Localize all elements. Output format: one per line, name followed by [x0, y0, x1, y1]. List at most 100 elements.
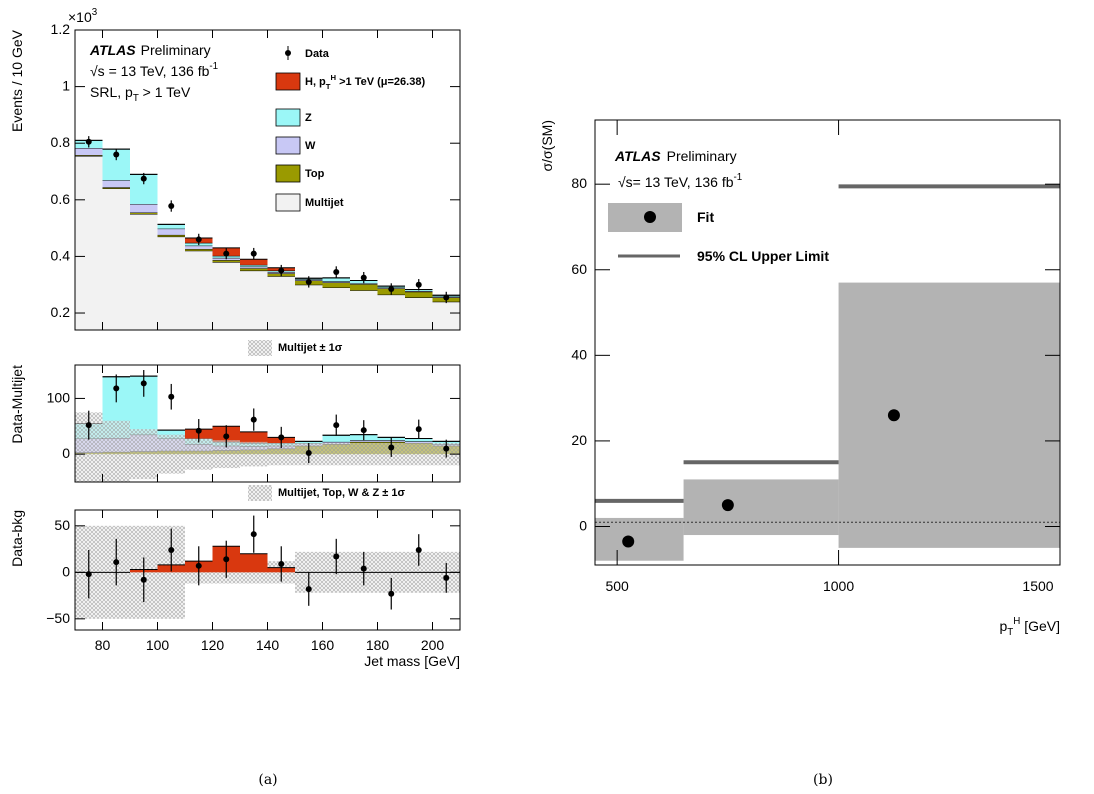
uncertainty-band: [240, 441, 268, 467]
stack-segment: [240, 268, 268, 271]
uncertainty-band: [322, 443, 350, 466]
data-point: [305, 450, 312, 457]
plot-area: [75, 136, 460, 330]
data-point: [250, 250, 257, 257]
x-axis-label: pTH [GeV]: [999, 616, 1060, 638]
data-point: [195, 427, 202, 434]
data-point: [250, 531, 257, 538]
plot-area: [595, 184, 1060, 561]
data-point: [85, 571, 92, 578]
data-point: [168, 393, 175, 400]
data-point: [388, 444, 395, 451]
stack-segment: [75, 155, 103, 330]
data-point: [278, 560, 285, 567]
stack-segment: [322, 281, 350, 283]
uncertainty-band: [157, 434, 185, 474]
x-tick-label: 160: [311, 637, 335, 653]
x-tick-label: 80: [95, 637, 111, 653]
data-point: [195, 236, 202, 243]
y-tick-label: 0.8: [51, 134, 71, 150]
stack-segment: [350, 284, 378, 291]
legend-marker: [644, 211, 656, 223]
stack-segment: [350, 290, 378, 330]
y-tick-label: 100: [47, 389, 71, 405]
legend-label: W: [305, 140, 316, 152]
caption: (a): [258, 772, 277, 788]
stack-segment: [212, 260, 240, 263]
legend-label: Z: [305, 112, 312, 124]
stack-segment: [240, 264, 268, 267]
data-point: [168, 547, 175, 553]
data-point: [360, 427, 367, 434]
plot-frame: [594, 119, 1061, 566]
stack-segment: [377, 294, 405, 330]
legend-label: Multijet: [305, 197, 344, 209]
y-tick-label: 0: [62, 563, 70, 579]
data-point: [443, 294, 450, 301]
stack-segment: [322, 277, 350, 282]
y-tick-label: 60: [571, 260, 587, 276]
legend-swatch: [248, 340, 272, 356]
stack-segment: [185, 250, 213, 330]
legend-label: Fit: [697, 209, 714, 225]
plot-area: [75, 515, 460, 619]
y-tick-label: 80: [571, 175, 587, 191]
stack-segment: [295, 284, 323, 330]
x-tick-label: 1500: [1022, 578, 1053, 594]
stack-segment: [75, 148, 103, 156]
energy-label: √s = 13 TeV, 136 fb-1: [90, 61, 218, 79]
fit-band: [683, 479, 839, 536]
data-point: [278, 434, 285, 441]
stack-segment: [405, 438, 433, 442]
legend-marker: [285, 50, 291, 56]
data-point: [85, 138, 92, 145]
legend-label: Top: [305, 168, 325, 180]
data-point: [333, 268, 340, 275]
data-point: [168, 203, 175, 210]
uncertainty-band: [185, 438, 213, 470]
uncertainty-band: [350, 443, 378, 466]
stack-segment: [240, 270, 268, 330]
y-axis-label: Data-Multijet: [9, 365, 25, 444]
legend-swatch: [275, 108, 301, 127]
plot-area: [75, 370, 460, 482]
stack-segment: [130, 204, 158, 213]
legend-swatch: [275, 136, 301, 155]
stack-segment: [157, 430, 185, 439]
y-tick-label: −50: [46, 610, 70, 626]
stack-segment: [432, 301, 460, 330]
stack-segment: [240, 553, 268, 573]
stack-segment: [102, 188, 130, 330]
stack-segment: [212, 262, 240, 330]
y-tick-label: 0.2: [51, 304, 71, 320]
stack-segment: [185, 249, 213, 251]
x-tick-label: 180: [366, 637, 390, 653]
data-point: [85, 422, 92, 429]
y-tick-label: 0.6: [51, 191, 71, 207]
x-axis-label: Jet mass [GeV]: [364, 653, 460, 669]
y-tick-label: 0: [579, 517, 587, 533]
data-point: [250, 416, 257, 423]
data-point: [223, 433, 230, 440]
uncertainty-band: [405, 443, 433, 466]
data-point: [305, 278, 312, 285]
caption: (b): [813, 772, 833, 788]
stack-segment: [130, 212, 158, 214]
stack-segment: [157, 234, 185, 237]
energy-label: √s= 13 TeV, 136 fb-1: [618, 172, 742, 190]
stack-segment: [322, 282, 350, 288]
stack-segment: [267, 276, 295, 330]
data-point: [113, 385, 120, 392]
stack-segment: [322, 287, 350, 330]
fit-band: [838, 282, 1060, 548]
x-tick-label: 200: [421, 637, 445, 653]
uncertainty-band: [130, 429, 158, 480]
stack-segment: [102, 180, 130, 188]
data-point: [443, 574, 450, 581]
y-tick-label: 0.4: [51, 247, 71, 263]
data-point: [113, 151, 120, 158]
data-point: [195, 562, 202, 569]
legend-label: Multijet, Top, W & Z ± 1σ: [278, 487, 405, 499]
stack-segment: [322, 435, 350, 442]
